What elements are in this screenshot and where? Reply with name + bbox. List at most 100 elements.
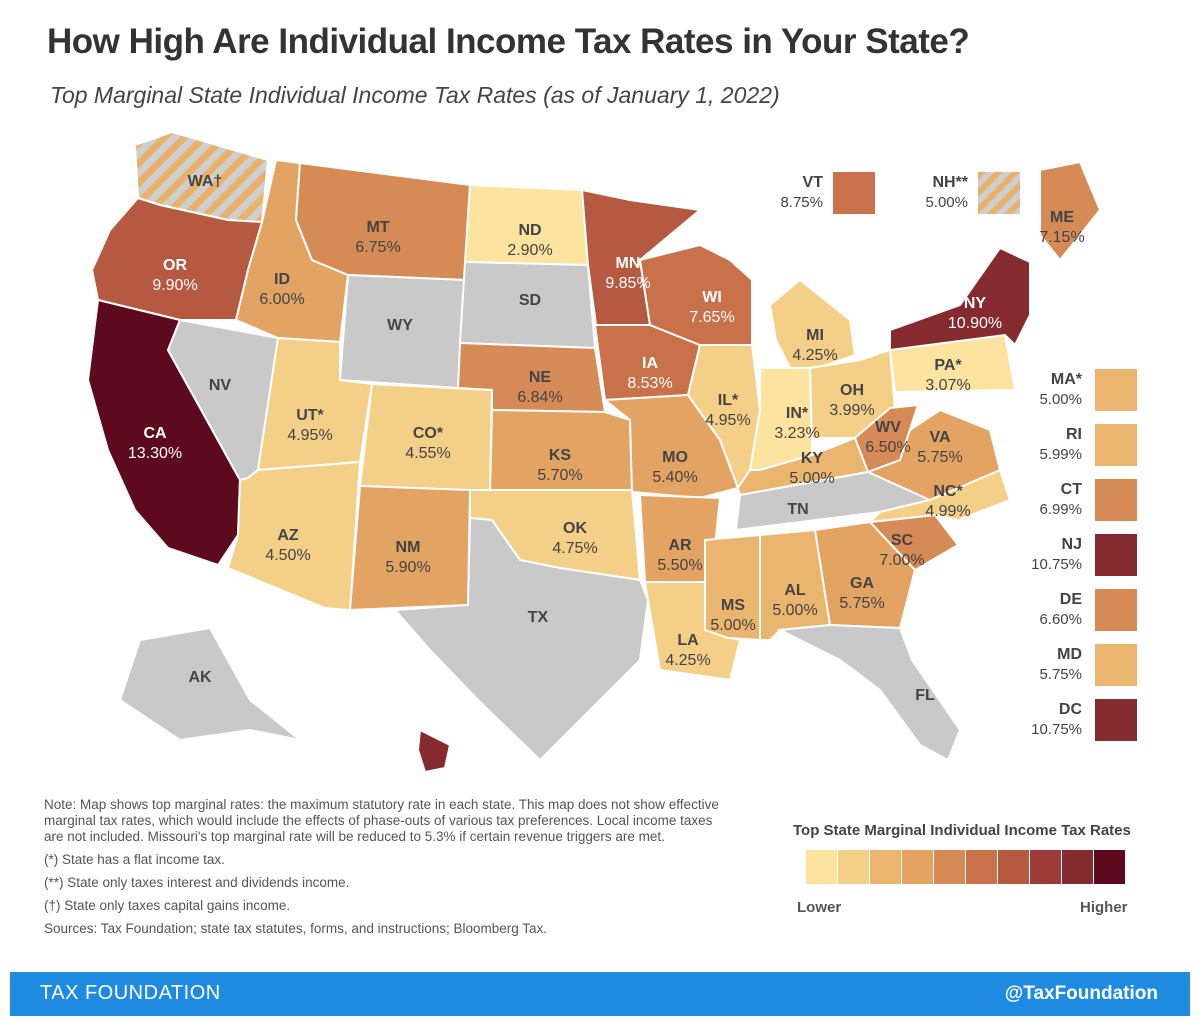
state-rate-label: 9.85% bbox=[605, 275, 650, 292]
callout-ct: CT 6.99% bbox=[1010, 479, 1140, 525]
callout-abbr: RI bbox=[1066, 426, 1082, 443]
state-rate-label: 5.75% bbox=[917, 449, 962, 466]
state-abbr-label: FL bbox=[915, 687, 935, 704]
callout-swatch bbox=[1095, 534, 1137, 576]
state-abbr-label: WV bbox=[875, 419, 901, 436]
callout-rate: 5.00% bbox=[1039, 391, 1082, 408]
state-shape-wi[interactable] bbox=[638, 243, 753, 346]
state-abbr-label: IN* bbox=[786, 405, 809, 422]
callout-rate: 6.60% bbox=[1039, 611, 1082, 628]
legend-swatch bbox=[806, 850, 837, 884]
state-rate-label: 4.95% bbox=[705, 412, 750, 429]
state-abbr-label: HI bbox=[372, 737, 388, 754]
legend-swatch bbox=[1030, 850, 1061, 884]
callout-ri: RI 5.99% bbox=[1010, 424, 1140, 470]
state-rate-label: 4.50% bbox=[265, 547, 310, 564]
state-rate-label: 5.00% bbox=[710, 617, 755, 634]
footer-brand: TAX FOUNDATION bbox=[40, 982, 221, 1004]
callout-swatch bbox=[1095, 424, 1137, 466]
callout-rate: 8.75% bbox=[780, 194, 823, 211]
state-shape-fl[interactable] bbox=[776, 623, 962, 762]
state-rate-label: 13.30% bbox=[128, 445, 182, 462]
callout-ma: MA* 5.00% bbox=[1010, 369, 1140, 415]
callout-abbr: DC bbox=[1058, 701, 1082, 718]
state-abbr-label: OH bbox=[840, 382, 864, 399]
state-shape-ga[interactable] bbox=[813, 520, 917, 630]
state-abbr-label: GA bbox=[850, 575, 874, 592]
state-rate-label: 4.99% bbox=[925, 503, 970, 520]
state-rate-label: 5.40% bbox=[652, 469, 697, 486]
callout-abbr: CT bbox=[1060, 481, 1082, 498]
note-main: Note: Map shows top marginal rates: the … bbox=[44, 797, 719, 844]
state-shape-me[interactable] bbox=[1039, 160, 1102, 262]
state-shape-tx[interactable] bbox=[392, 516, 650, 762]
note-capital-gains: (†) State only taxes capital gains incom… bbox=[44, 898, 291, 913]
state-abbr-label: PA* bbox=[934, 357, 962, 374]
state-abbr-label: AK bbox=[188, 669, 212, 686]
state-shape-ak[interactable] bbox=[118, 626, 301, 742]
state-shape-wv[interactable] bbox=[853, 403, 920, 474]
state-abbr-label: ID bbox=[274, 271, 290, 288]
state-rate-label: 2.90% bbox=[507, 242, 552, 259]
callout-nj: NJ 10.75% bbox=[1010, 534, 1140, 580]
state-abbr-label: KS bbox=[549, 447, 572, 464]
callout-swatch bbox=[1095, 699, 1137, 741]
callout-abbr: MA* bbox=[1050, 371, 1082, 388]
state-shape-mi[interactable] bbox=[768, 278, 857, 369]
callout-md: MD 5.75% bbox=[1010, 644, 1140, 690]
state-abbr-label: MS bbox=[721, 597, 745, 614]
state-abbr-label: WI bbox=[702, 289, 722, 306]
state-abbr-label: CA bbox=[143, 425, 167, 442]
state-rate-label: 5.00% bbox=[789, 470, 834, 487]
state-rate-label: 6.84% bbox=[517, 389, 562, 406]
state-rate-label: 6.50% bbox=[865, 439, 910, 456]
callout-vt: VT 8.75% bbox=[745, 172, 875, 218]
callout-swatch bbox=[833, 172, 875, 214]
legend-swatch bbox=[934, 850, 965, 884]
legend-higher-label: Higher bbox=[1080, 899, 1128, 916]
footer-handle[interactable]: @TaxFoundation bbox=[1004, 983, 1158, 1004]
state-rate-label: 7.65% bbox=[689, 309, 734, 326]
state-shape-az[interactable] bbox=[226, 460, 362, 612]
footer-bar: TAX FOUNDATION @TaxFoundation bbox=[10, 972, 1190, 1016]
map-subtitle: Top Marginal State Individual Income Tax… bbox=[50, 82, 780, 108]
state-rate-label: 6.75% bbox=[355, 239, 400, 256]
state-abbr-label: VA bbox=[929, 429, 950, 446]
state-shape-ny[interactable] bbox=[889, 246, 1031, 352]
state-rate-label: 7.15% bbox=[1039, 229, 1084, 246]
state-abbr-label: AL bbox=[784, 582, 806, 599]
state-shape-ms[interactable] bbox=[704, 533, 761, 642]
state-abbr-label: NE bbox=[529, 369, 552, 386]
map-title: How High Are Individual Income Tax Rates… bbox=[47, 22, 970, 61]
state-abbr-label: MT bbox=[366, 219, 389, 236]
state-rate-label: 9.90% bbox=[152, 277, 197, 294]
state-rate-label: 4.95% bbox=[287, 427, 332, 444]
note-interest-dividends: (**) State only taxes interest and divid… bbox=[44, 875, 350, 890]
callout-rate: 5.99% bbox=[1039, 446, 1082, 463]
legend-swatch bbox=[838, 850, 869, 884]
state-abbr-label: NM bbox=[396, 539, 421, 556]
state-rate-label: 5.00% bbox=[772, 602, 817, 619]
callout-abbr: NH** bbox=[932, 174, 968, 191]
state-abbr-label: NC* bbox=[933, 483, 963, 500]
state-rate-label: 10.90% bbox=[948, 315, 1002, 332]
state-rate-label: 4.25% bbox=[665, 652, 710, 669]
callout-rate: 10.75% bbox=[1031, 556, 1082, 573]
state-abbr-label: UT* bbox=[296, 407, 324, 424]
state-abbr-label: AR bbox=[668, 537, 692, 554]
callout-abbr: VT bbox=[802, 174, 823, 191]
state-abbr-label: WA† bbox=[188, 173, 223, 190]
state-abbr-label: OR bbox=[163, 257, 187, 274]
state-abbr-label: WY bbox=[387, 317, 413, 334]
state-rate-label: 5.75% bbox=[839, 595, 884, 612]
state-rate-label: 7.00% bbox=[879, 552, 924, 569]
callout-swatch bbox=[978, 172, 1020, 214]
state-abbr-label: NY bbox=[964, 295, 987, 312]
callout-swatch bbox=[1095, 644, 1137, 686]
note-flat-tax: (*) State has a flat income tax. bbox=[44, 852, 225, 867]
state-shape-hi[interactable] bbox=[416, 728, 452, 774]
callout-swatch bbox=[1095, 479, 1137, 521]
legend-swatch bbox=[902, 850, 933, 884]
state-abbr-label: IA bbox=[642, 355, 658, 372]
